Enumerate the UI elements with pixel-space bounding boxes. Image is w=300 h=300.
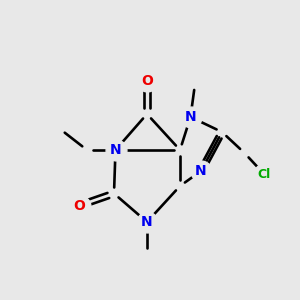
Text: O: O [74, 199, 86, 212]
Text: N: N [195, 164, 207, 178]
Text: N: N [141, 215, 153, 229]
Text: N: N [110, 143, 121, 157]
Text: N: N [185, 110, 196, 124]
Text: Cl: Cl [257, 167, 271, 181]
Text: O: O [141, 74, 153, 88]
